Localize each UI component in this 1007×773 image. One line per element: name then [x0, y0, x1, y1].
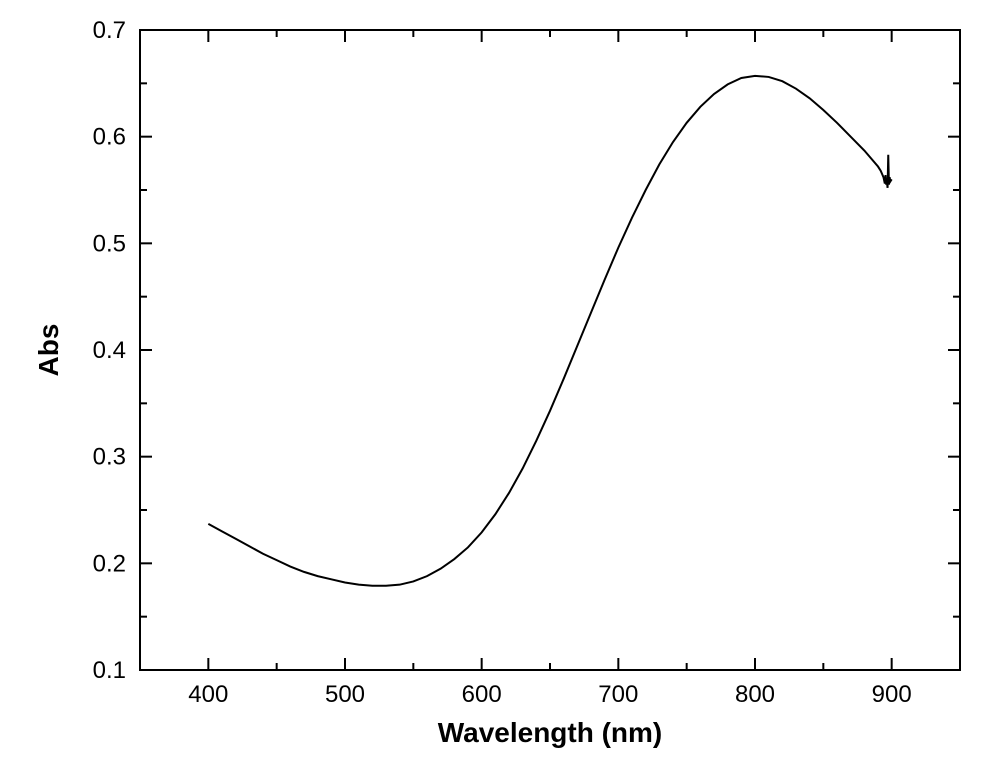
- y-tick-label: 0.6: [93, 124, 126, 151]
- y-tick-label: 0.1: [93, 657, 126, 684]
- plot-frame: [140, 30, 960, 670]
- y-tick-label: 0.3: [93, 444, 126, 471]
- x-tick-label: 400: [188, 681, 228, 708]
- y-tick-label: 0.7: [93, 17, 126, 44]
- absorbance-chart: 400 500 600 700 800 900 0.1 0.2 0.3 0.4 0.5 0.6 0.7 W…: [0, 0, 1007, 773]
- x-tick-label: 700: [598, 681, 638, 708]
- y-axis-label: Abs: [33, 324, 64, 377]
- x-tick-label: 500: [325, 681, 365, 708]
- x-axis-label: Wavelength (nm): [438, 717, 663, 748]
- series-absorbance: [208, 76, 891, 586]
- y-tick-label: 0.4: [93, 337, 126, 364]
- y-tick-label: 0.5: [93, 230, 126, 257]
- chart-container: 400 500 600 700 800 900 0.1 0.2 0.3 0.4 0.5 0.6 0.7 W…: [0, 0, 1007, 773]
- x-tick-label: 600: [462, 681, 502, 708]
- x-tick-label: 900: [872, 681, 912, 708]
- y-tick-label: 0.2: [93, 550, 126, 577]
- x-tick-label: 800: [735, 681, 775, 708]
